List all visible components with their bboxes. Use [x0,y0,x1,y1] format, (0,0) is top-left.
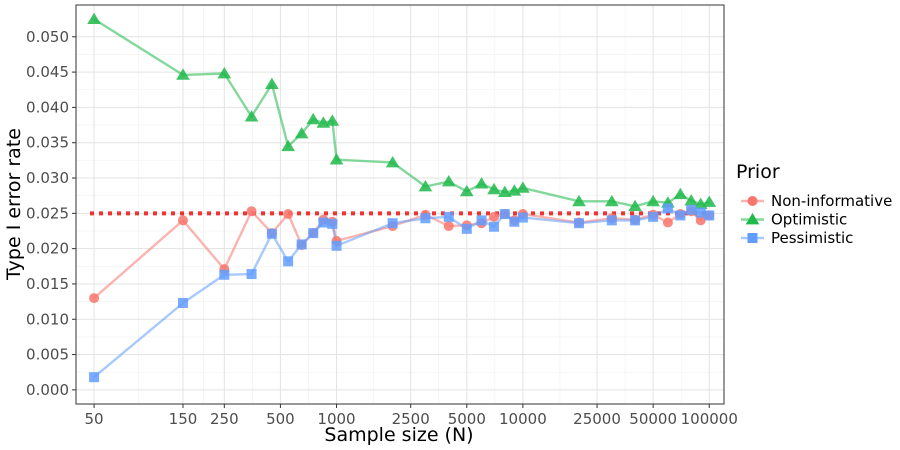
data-point-square [489,221,500,232]
x-tick-label: 250 [210,410,239,428]
y-tick-label: 0.040 [26,98,69,116]
legend-label: Non-informative [771,192,892,210]
x-tick-label: 50 [85,410,104,428]
data-point-triangle [646,194,660,207]
data-point-square [630,215,641,226]
y-tick-label: 0.025 [26,204,69,222]
data-point-square [296,239,307,250]
data-point-circle [489,211,500,222]
data-point-triangle [325,114,340,126]
legend-label: Pessimistic [771,229,853,247]
plot-area: 0.000 0.005 0.010 0.015 0.020 0.025 0.030 0.035… [26,4,738,428]
legend-key-circle [747,196,758,206]
data-point-triangle [441,175,456,187]
y-tick-label: 0.015 [26,275,69,293]
data-point-triangle [487,182,501,195]
data-point-square [675,210,686,221]
x-tick-label: 25000 [573,410,621,428]
data-point-triangle [684,194,699,206]
x-tick-label: 1000 [317,410,355,428]
data-point-triangle [217,67,232,79]
data-point-square [648,211,659,222]
data-point-triangle [281,139,295,152]
data-point-triangle [604,194,619,207]
x-tick-label: 100000 [681,410,738,428]
data-point-square [266,228,277,239]
x-tick-label: 5000 [448,410,486,428]
data-point-triangle [87,12,101,24]
data-point-circle [177,215,188,226]
y-tick-label: 0.020 [26,240,69,258]
data-point-square [443,211,454,222]
data-point-circle [443,221,454,232]
legend-title: Prior [736,161,780,183]
y-tick-label: 0.045 [26,63,69,81]
data-point-square [606,215,617,226]
data-point-triangle [306,112,321,125]
data-point-circle [89,293,100,304]
data-point-square [318,217,329,228]
data-point-square [219,269,230,280]
y-tick-label: 0.030 [26,169,69,187]
data-point-square [177,298,188,309]
data-point-triangle [418,179,433,192]
data-point-square [686,204,697,215]
data-point-square [662,203,673,214]
panel-border [75,4,725,405]
data-point-circle [246,206,257,217]
data-point-square [509,216,520,227]
data-point-square [517,212,528,223]
data-point-square [308,228,319,239]
x-tick-label: 50000 [629,410,677,428]
x-tick-label: 2500 [392,410,430,428]
data-point-square [476,215,487,226]
y-tick-label: 0.035 [26,134,69,152]
data-point-circle [283,209,294,220]
data-point-square [246,269,257,280]
y-tick-label: 0.005 [26,346,69,364]
y-tick-label: 0.000 [26,381,69,399]
data-point-triangle [244,110,259,122]
data-point-triangle [673,187,688,200]
data-point-triangle [265,77,279,89]
x-tick-label: 500 [266,410,295,428]
data-point-triangle [176,68,190,80]
data-point-circle [662,217,673,228]
data-point-triangle [516,181,530,193]
data-point-triangle [294,127,309,139]
data-point-square [387,218,398,229]
data-point-triangle [497,185,512,198]
data-point-square [499,209,510,220]
data-point-square [420,213,431,224]
data-point-triangle [572,194,586,207]
data-point-square [283,256,294,267]
data-point-circle [695,215,706,226]
data-point-square [573,218,584,229]
x-tick-label: 10000 [499,410,547,428]
y-tick-label: 0.050 [26,28,69,46]
x-tick-label: 150 [169,410,198,428]
legend-key-triangle [745,213,760,225]
data-point-triangle [329,153,344,165]
legend-label: Optimistic [771,211,847,229]
y-axis-title: Type I error rate [3,128,25,281]
data-point-square [704,210,715,221]
data-point-square [695,207,706,218]
data-point-square [89,372,100,383]
data-point-square [327,218,338,229]
legend-key-square [747,233,758,243]
data-point-triangle [474,177,489,189]
data-point-triangle [385,155,400,168]
data-point-triangle [459,184,474,197]
data-point-triangle [702,195,717,207]
x-axis-title: Sample size (N) [324,424,473,446]
legend: Prior Non-informativeOptimisticPessimist… [736,161,892,247]
y-tick-label: 0.010 [26,310,69,328]
data-point-triangle [628,199,642,212]
data-point-square [461,223,472,234]
data-point-square [331,240,342,251]
